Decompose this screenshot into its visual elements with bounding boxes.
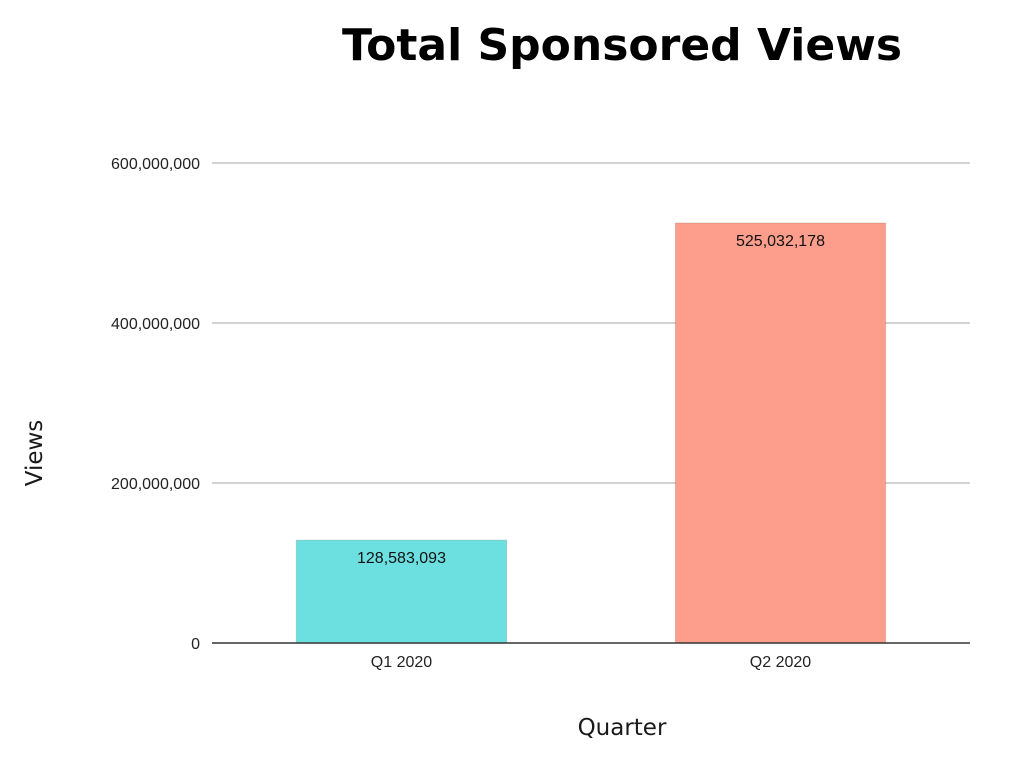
x-tick-label: Q1 2020 bbox=[371, 654, 432, 671]
x-axis-title: Quarter bbox=[578, 715, 667, 741]
bar-value-label: 128,583,093 bbox=[357, 550, 446, 567]
bar bbox=[295, 539, 508, 644]
y-tick-label: 400,000,000 bbox=[111, 316, 200, 333]
y-tick-label: 600,000,000 bbox=[111, 156, 200, 173]
y-axis-title: Views bbox=[22, 420, 48, 487]
bars bbox=[295, 222, 887, 644]
y-tick-label: 200,000,000 bbox=[111, 476, 200, 493]
x-axis-tick-labels: Q1 2020 Q2 2020 bbox=[371, 654, 811, 671]
x-tick-label: Q2 2020 bbox=[750, 654, 811, 671]
bar bbox=[674, 222, 887, 644]
data-labels: 128,583,093 525,032,178 bbox=[357, 233, 825, 567]
bar-value-label: 525,032,178 bbox=[736, 233, 825, 250]
chart-title: Total Sponsored Views bbox=[342, 20, 902, 71]
y-tick-label: 0 bbox=[191, 636, 200, 653]
y-axis-tick-labels: 0 200,000,000 400,000,000 600,000,000 bbox=[111, 156, 200, 653]
